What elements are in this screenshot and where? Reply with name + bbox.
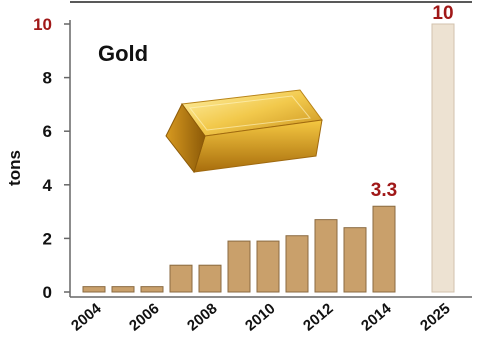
bar-2011 <box>285 235 309 293</box>
y-tick-label: 0 <box>43 283 52 302</box>
data-label-2014: 3.3 <box>371 180 397 201</box>
x-tick-label-2025: 2025 <box>417 300 453 334</box>
y-tick-label: 4 <box>43 176 53 195</box>
bar-2010 <box>256 240 280 293</box>
y-axis-label: tons <box>5 150 24 186</box>
x-tick-label-2008: 2008 <box>184 300 220 334</box>
y-ticks: 0 2 4 6 8 10 <box>33 15 70 302</box>
gold-bar-icon <box>165 89 323 174</box>
bar-2004 <box>82 286 106 293</box>
y-tick-label: 10 <box>33 15 52 34</box>
y-tick-label: 2 <box>43 229 52 248</box>
x-ticks: 2004 2006 2008 2010 2012 2014 2025 <box>68 300 453 335</box>
bar-2012 <box>314 219 338 293</box>
data-labels: 3.3 10 <box>371 3 454 201</box>
x-tick-label-2004: 2004 <box>68 300 105 335</box>
bar-2008 <box>198 264 222 293</box>
bar-2006 <box>140 286 164 293</box>
y-tick-label: 6 <box>43 122 52 141</box>
x-tick-label-2012: 2012 <box>300 300 336 334</box>
bar-2005 <box>111 286 135 293</box>
bars <box>82 23 455 293</box>
x-tick-label-2014: 2014 <box>358 300 395 335</box>
bar-2013 <box>343 227 367 293</box>
x-tick-label-2010: 2010 <box>242 300 278 334</box>
chart-title: Gold <box>98 41 148 66</box>
y-tick-label: 8 <box>43 69 52 88</box>
bar-2009 <box>227 240 251 293</box>
data-label-2025: 10 <box>432 3 453 24</box>
bar-2014 <box>372 205 396 293</box>
bar-2025 <box>431 23 455 293</box>
bar-2007 <box>169 264 193 293</box>
x-tick-label-2006: 2006 <box>126 300 162 334</box>
